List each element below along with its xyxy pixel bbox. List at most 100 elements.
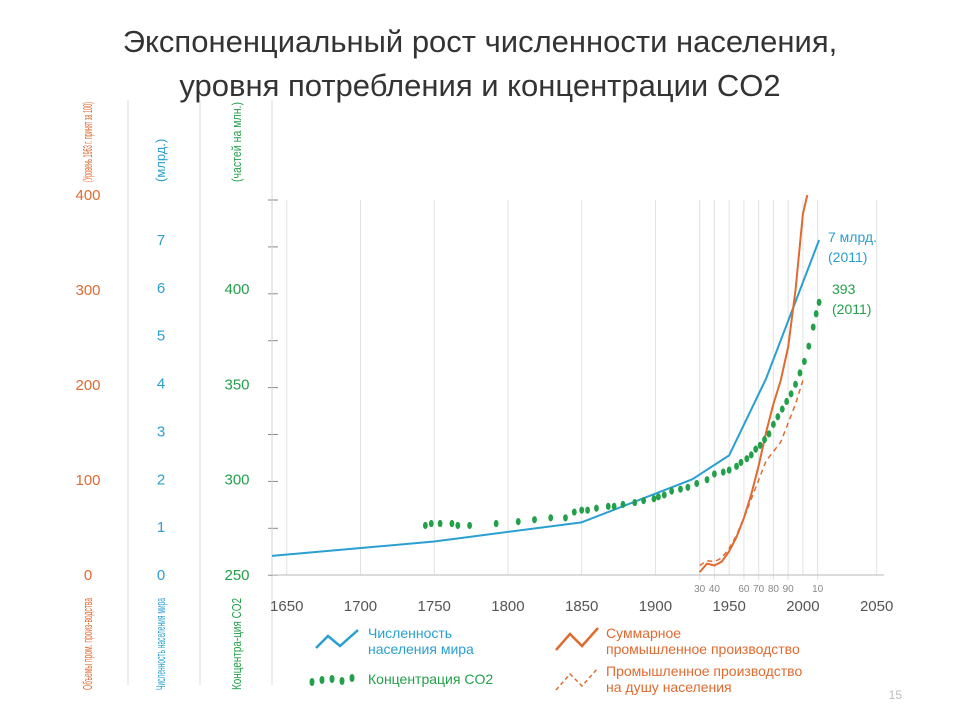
population-line: [271, 239, 821, 557]
y-tick-label: 400: [75, 187, 100, 204]
co2-point: [801, 357, 807, 366]
co2-point: [726, 466, 732, 474]
y-axis-footer: Объемы пром. произ-водства: [80, 598, 95, 690]
co2-point: [455, 521, 461, 530]
legend-co2-swatch-dot: [349, 674, 355, 682]
decade-label: 60: [738, 584, 750, 595]
x-tick-label: 2000: [786, 598, 819, 615]
annotation-population-year: (2011): [828, 249, 867, 265]
co2-point: [655, 493, 661, 501]
y-tick-label: 200: [75, 377, 100, 394]
x-tick-label: 1750: [418, 598, 451, 615]
co2-point: [669, 487, 675, 495]
co2-point: [661, 491, 667, 499]
co2-point: [734, 462, 739, 470]
y-tick-label: 4: [157, 376, 165, 393]
co2-point: [753, 445, 759, 453]
co2-point: [422, 521, 428, 530]
y-tick-label: 6: [157, 280, 165, 297]
co2-point: [548, 514, 554, 522]
co2-point: [797, 369, 803, 377]
legend-co2-swatch-dot: [339, 677, 345, 685]
co2-point: [766, 430, 772, 438]
legend-industry-total-label: Суммарное: [606, 625, 681, 641]
chart-series: 7 млрд. (2011) 393 (2011): [271, 194, 877, 573]
co2-point: [784, 397, 790, 406]
x-tick-label: 1850: [565, 598, 598, 615]
legend-co2-swatch-dot: [309, 678, 315, 686]
co2-point: [720, 468, 726, 476]
co2-point: [563, 514, 568, 522]
co2-point: [704, 476, 710, 484]
title-line-2: уровня потребления и концентрации CO2: [179, 68, 781, 103]
co2-point: [788, 390, 794, 398]
y-tick-label: 7: [157, 232, 165, 249]
y-axis-header: (млрд.): [153, 139, 168, 182]
legend-industry-total-swatch: [555, 627, 599, 651]
title-line-1: Экспоненциальный рост численности населе…: [122, 24, 838, 59]
slide-title: Экспоненциальный рост численности населе…: [0, 20, 960, 108]
co2-point: [813, 310, 819, 318]
y-tick-label: 0: [157, 567, 165, 584]
co2-point: [775, 413, 781, 421]
y-tick-label: 350: [224, 376, 249, 393]
x-tick-label: 1800: [491, 598, 524, 615]
x-tick-label: 1950: [712, 598, 745, 615]
x-tick-label: 1700: [344, 598, 377, 615]
legend-population-label: Численность: [368, 625, 452, 641]
co2-point: [449, 519, 455, 528]
co2-point: [515, 518, 521, 526]
y-axis-header: (Уровень 1963 г. принят за 100): [80, 102, 95, 182]
x-tick-label: 1900: [639, 598, 672, 615]
y-tick-label: 250: [224, 567, 249, 584]
decade-label: 90: [783, 584, 795, 595]
co2-point: [611, 502, 617, 510]
co2-point: [806, 342, 812, 350]
legend-co2-label: Концентрация CO2: [368, 671, 493, 687]
co2-point: [757, 441, 763, 449]
y-axis-footer: Численность населения мира: [153, 598, 168, 690]
co2-point: [738, 458, 744, 467]
industry-per-capita-line: [699, 380, 804, 567]
co2-point: [641, 497, 647, 505]
co2-point: [685, 483, 691, 491]
x-tick-label: 2050: [860, 598, 893, 615]
decade-label: 40: [709, 584, 721, 595]
legend-population-label: населения мира: [368, 641, 474, 657]
legend-co2-swatch-dot: [329, 675, 335, 683]
co2-point: [678, 485, 683, 493]
legend-co2-swatch-dot: [319, 676, 325, 684]
co2-point: [770, 420, 776, 428]
legend-industry-total-label: промышленное производство: [606, 641, 800, 657]
legend-population-swatch: [315, 629, 359, 649]
co2-point: [428, 519, 434, 528]
co2-point: [532, 516, 537, 524]
co2-point: [793, 380, 798, 388]
co2-point: [620, 500, 626, 509]
co2-point: [437, 519, 443, 528]
y-axis-footer: Концентра-ция CO2: [229, 598, 244, 690]
legend-industry-per-capita-label: Промышленное производство: [606, 663, 802, 679]
y-tick-label: 5: [157, 328, 165, 345]
co2-point: [744, 455, 750, 463]
y-tick-label: 2: [157, 471, 165, 488]
decade-label: 10: [812, 584, 824, 595]
chart-axes: 0 100 200 300 400 (Уровень 1963 г. принят за …: [75, 100, 273, 690]
co2-point: [762, 436, 767, 444]
co2-point: [779, 405, 785, 413]
co2-point: [816, 298, 822, 306]
co2-point: [571, 508, 577, 516]
x-tick-label: 1650: [270, 598, 303, 615]
y-tick-label: 3: [157, 423, 165, 440]
co2-point: [651, 495, 657, 503]
legend-industry-per-capita-swatch: [555, 667, 599, 691]
y-tick-label: 400: [224, 281, 249, 298]
co2-point: [632, 498, 638, 507]
annotation-co2-value: 393: [832, 281, 856, 297]
y-axis-header: (частей на млн.): [229, 102, 244, 182]
co2-point: [585, 506, 590, 514]
co2-point: [467, 521, 473, 530]
page-number: 15: [888, 688, 902, 702]
